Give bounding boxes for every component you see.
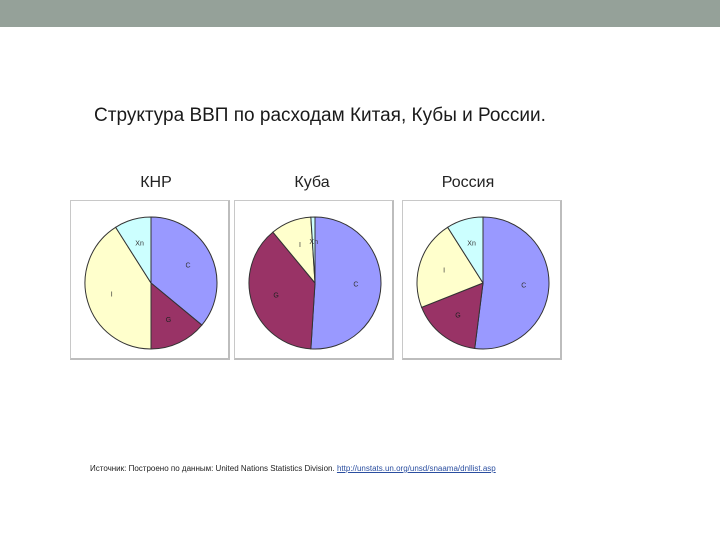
pie-chart-cuba: C G I Xn xyxy=(248,216,382,350)
pie-slice-c xyxy=(150,216,218,326)
pie-chart-russia: C G I Xn xyxy=(416,216,550,350)
slice-label-c: C xyxy=(521,283,526,290)
chart-title-russia: Россия xyxy=(441,174,495,191)
source-note: Источник: Построено по данным: United Na… xyxy=(90,464,496,473)
pie-slice-xn xyxy=(446,216,484,285)
pie-slice-i xyxy=(416,226,484,308)
source-text: Источник: Построено по данным: United Na… xyxy=(90,464,335,473)
pie-slice-c xyxy=(310,216,382,350)
pie-slice-g xyxy=(150,281,203,350)
top-bar xyxy=(0,0,720,27)
pie-slice-g xyxy=(420,282,484,350)
chart-title-cuba: Куба xyxy=(294,174,330,191)
pie-slice-xn xyxy=(114,216,152,285)
pie-slice-xn xyxy=(310,216,316,284)
source-link[interactable]: http://unstats.un.org/unsd/snaama/dnllis… xyxy=(336,464,496,473)
slice-label-xn: Xn xyxy=(467,241,476,248)
pie-panel-russia: C G I Xn xyxy=(402,200,562,360)
slice-label-c: C xyxy=(353,281,358,288)
pie-slice-c xyxy=(474,216,550,350)
chart-title-china: КНР xyxy=(140,174,172,191)
slice-label-xn: Xn xyxy=(309,239,318,246)
chart-title: Структура ВВП по расходам Китая, Кубы и … xyxy=(94,105,546,126)
slice-label-g: G xyxy=(273,293,278,300)
slice-label-g: G xyxy=(166,317,171,324)
slice-label-i: I xyxy=(111,291,113,298)
slice-label-i: I xyxy=(443,267,445,274)
slice-label-i: I xyxy=(299,242,301,249)
pie-panel-china: C G I Xn xyxy=(70,200,230,360)
slice-label-c: C xyxy=(185,263,190,270)
slice-label-xn: Xn xyxy=(135,241,144,248)
pie-slice-g xyxy=(248,231,316,350)
slice-label-g: G xyxy=(455,312,460,319)
pie-panel-cuba: C G I Xn xyxy=(234,200,394,360)
pie-chart-china: C G I Xn xyxy=(84,216,218,350)
